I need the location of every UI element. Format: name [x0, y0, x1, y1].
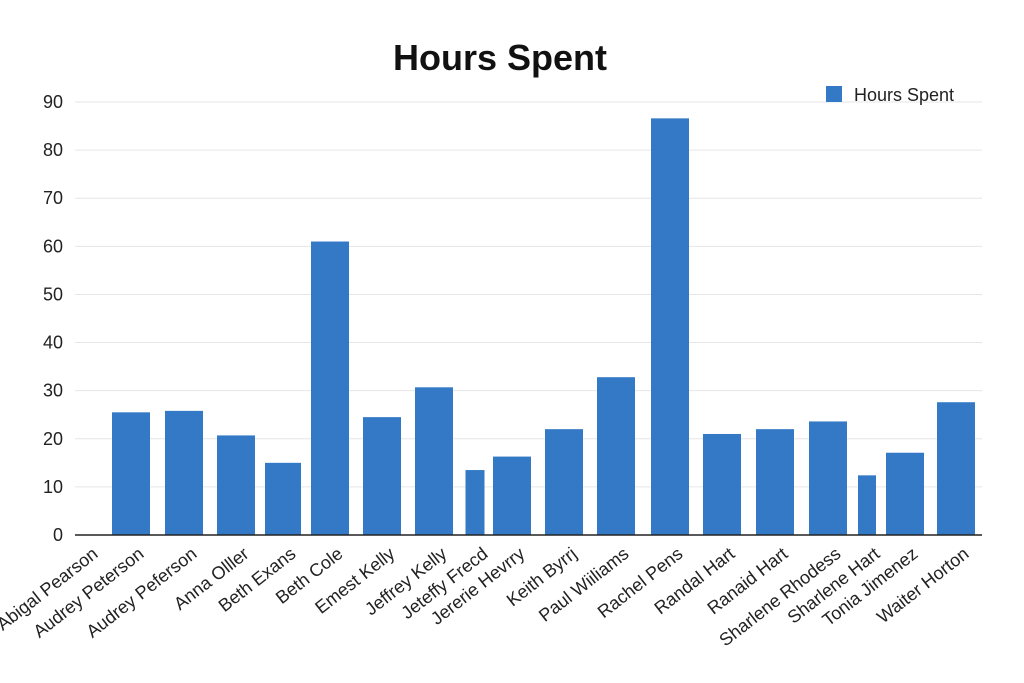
- x-tick-label: Waiter Horton: [873, 543, 972, 627]
- y-tick-label: 60: [43, 236, 63, 256]
- x-tick-label: Paul Wiiliams: [535, 543, 632, 625]
- legend-swatch: [826, 86, 842, 102]
- y-tick-label: 20: [43, 429, 63, 449]
- legend: Hours Spent: [826, 85, 954, 105]
- bar: [756, 429, 794, 535]
- y-axis-ticks: 0 10 20 30 40 50 60 70 80 90: [43, 92, 63, 545]
- y-tick-label: 90: [43, 92, 63, 112]
- bar: [493, 456, 531, 535]
- bar: [937, 402, 975, 535]
- y-tick-label: 10: [43, 477, 63, 497]
- bar: [886, 452, 924, 535]
- bar: [597, 377, 635, 535]
- bar: [703, 433, 741, 535]
- y-tick-label: 70: [43, 188, 63, 208]
- bar: [545, 429, 583, 535]
- y-tick-label: 0: [53, 525, 63, 545]
- y-tick-label: 80: [43, 140, 63, 160]
- legend-label: Hours Spent: [854, 85, 954, 105]
- bar: [415, 387, 453, 535]
- bar: [465, 470, 485, 535]
- bar: [112, 412, 150, 535]
- bar: [809, 421, 847, 535]
- bar: [265, 462, 301, 535]
- bar: [311, 241, 349, 535]
- bar: [165, 410, 203, 535]
- bar: [858, 475, 876, 535]
- bar: [363, 417, 401, 535]
- y-tick-label: 30: [43, 381, 63, 401]
- y-tick-label: 40: [43, 333, 63, 353]
- y-tick-label: 50: [43, 284, 63, 304]
- bars: [112, 118, 975, 535]
- chart-title: Hours Spent: [393, 37, 607, 78]
- bar: [651, 118, 689, 535]
- bar: [217, 435, 255, 535]
